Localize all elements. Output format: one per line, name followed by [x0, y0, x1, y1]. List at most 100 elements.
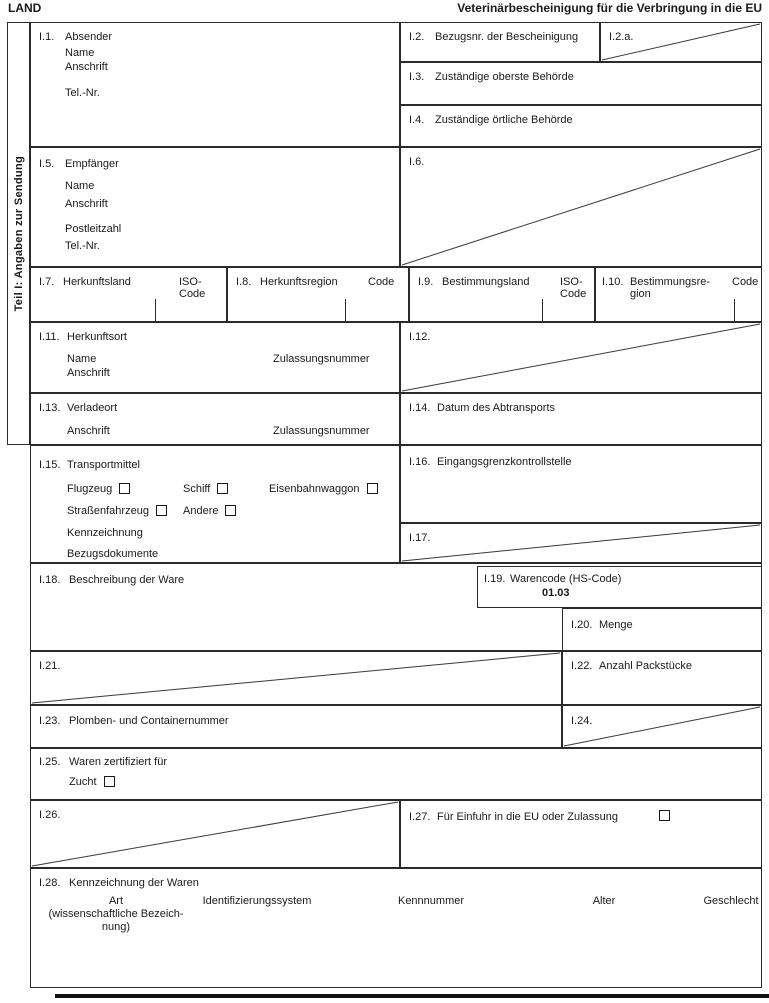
option-andere: Andere — [183, 505, 237, 517]
option-label: Eisenbahnwaggon — [269, 483, 360, 495]
field-i19-box: I.19. Warencode (HS-Code) 01.03 — [477, 566, 762, 608]
strassenfahrzeug-checkbox[interactable] — [155, 505, 167, 516]
andere-checkbox[interactable] — [225, 505, 237, 516]
field-label-line1: Bestimmungsre- — [630, 276, 711, 288]
field-label: Warencode (HS-Code) — [510, 573, 622, 585]
sidebar-strip — [7, 22, 30, 445]
field-i27-box: I.27. Für Einfuhr in die EU oder Zulassu… — [400, 800, 762, 868]
column-header-art-line1: Art — [108, 895, 124, 907]
field-label: Zuständige örtliche Behörde — [435, 114, 573, 126]
eisenbahnwaggon-checkbox[interactable] — [366, 483, 378, 494]
field-i26-box: I.26. — [30, 800, 400, 868]
field-i11-box: I.11. Herkunftsort Name Zulassungsnummer… — [30, 322, 400, 393]
field-label: Herkunftsregion — [260, 276, 338, 288]
field-number: I.4. — [409, 114, 425, 126]
sub-label-zulassungsnummer: Zulassungsnummer — [273, 353, 370, 365]
field-number: I.16. — [409, 456, 431, 468]
option-label: Straßenfahrzeug — [67, 505, 149, 517]
field-label: Absender — [65, 31, 113, 43]
field-i15-box: I.15. Transportmittel Flugzeug Schiff Ei… — [30, 445, 400, 563]
field-number: I.17. — [409, 532, 431, 544]
field-number: I.9. — [418, 276, 434, 288]
field-i20-box: I.20. Menge — [562, 608, 762, 651]
field-i16-box: I.16. Eingangsgrenzkontrollstelle — [400, 445, 762, 523]
field-label: Datum des Abtransports — [437, 402, 556, 414]
field-i13-box: I.13. Verladeort Anschrift Zulassungsnum… — [30, 393, 400, 445]
field-i8-box: I.8. Herkunftsregion Code — [227, 267, 409, 322]
code-divider — [155, 299, 156, 321]
code-label: Code — [732, 276, 759, 288]
column-header-art-line3: nung) — [101, 921, 131, 933]
field-i7-box: I.7. Herkunftsland ISO- Code — [30, 267, 227, 322]
field-label: Für Einfuhr in die EU oder Zulassung — [437, 811, 618, 823]
sub-label-tel: Tel.-Nr. — [65, 87, 100, 99]
sub-label-anschrift: Anschrift — [67, 367, 110, 379]
code-divider — [734, 299, 735, 321]
field-number: I.14. — [409, 402, 431, 414]
field-number: I.13. — [39, 402, 61, 414]
field-label: Zuständige oberste Behörde — [435, 71, 574, 83]
sub-label-anschrift: Anschrift — [65, 198, 108, 210]
field-number: I.18. — [39, 574, 61, 586]
option-schiff: Schiff — [183, 483, 229, 495]
iso-code-label-line2: Code — [560, 288, 587, 300]
page-title: Veterinärbescheinigung für die Verbringu… — [457, 1, 762, 15]
field-number: I.3. — [409, 71, 425, 83]
field-i2-box: I.2. Bezugsnr. der Bescheinigung — [400, 22, 600, 62]
part-one-label-wrap: Teil I: Angaben zur Sendung — [7, 22, 30, 445]
sub-label-kennzeichnung: Kennzeichnung — [67, 527, 143, 539]
zucht-checkbox[interactable] — [103, 776, 115, 787]
field-label: Beschreibung der Ware — [69, 574, 185, 586]
field-label: Menge — [599, 619, 633, 631]
field-label: Empfänger — [65, 158, 119, 170]
option-zucht: Zucht — [69, 776, 115, 788]
sub-label-name: Name — [67, 353, 97, 365]
field-label: Herkunftsort — [67, 331, 127, 343]
field-i23-box: I.23. Plomben- und Containernummer — [30, 705, 562, 748]
field-number: I.10. — [602, 276, 624, 288]
field-i2a-box: I.2.a. — [600, 22, 762, 62]
einfuhr-zulassung-checkbox[interactable] — [659, 810, 670, 821]
field-number: I.15. — [39, 459, 61, 471]
hs-code-value: 01.03 — [542, 587, 570, 599]
field-label: Waren zertifiziert für — [69, 756, 168, 768]
field-i1-box: I.1. Absender Name Anschrift Tel.-Nr. — [30, 22, 400, 147]
sub-label-tel: Tel.-Nr. — [65, 240, 100, 252]
field-i28-box: I.28. Kennzeichnung der Waren Art (wisse… — [30, 868, 762, 988]
field-i18-box: I.18. Beschreibung der Ware — [30, 563, 762, 651]
option-label: Schiff — [183, 483, 211, 495]
option-label: Zucht — [69, 776, 97, 788]
code-label: Code — [368, 276, 395, 288]
field-number: I.7. — [39, 276, 55, 288]
code-divider — [345, 299, 346, 321]
column-header-alter: Alter — [592, 895, 616, 907]
sub-label-anschrift: Anschrift — [65, 61, 108, 73]
field-label: Bestimmungsland — [442, 276, 530, 288]
part-one-label: Teil I: Angaben zur Sendung — [12, 155, 25, 312]
sub-label-plz: Postleitzahl — [65, 223, 122, 235]
field-number: I.20. — [571, 619, 593, 631]
field-i12-box: I.12. — [400, 322, 762, 393]
field-number: I.22. — [571, 660, 593, 672]
schiff-checkbox[interactable] — [217, 483, 229, 494]
field-number: I.27. — [409, 811, 431, 823]
column-header-art-line2: (wissenschaftliche Bezeich- — [48, 908, 184, 920]
country-heading: LAND — [8, 1, 42, 15]
field-number: I.21. — [39, 660, 61, 672]
field-number: I.25. — [39, 756, 61, 768]
field-label-line2: gion — [630, 288, 651, 300]
sub-label-name: Name — [65, 180, 95, 192]
field-label: Anzahl Packstücke — [599, 660, 692, 672]
field-label: Herkunftsland — [63, 276, 131, 288]
field-number: I.24. — [571, 715, 593, 727]
bottom-scan-line — [55, 994, 769, 998]
flugzeug-checkbox[interactable] — [119, 483, 131, 494]
sub-label-zulassungsnummer: Zulassungsnummer — [273, 425, 370, 437]
field-i24-box: I.24. — [562, 705, 762, 748]
field-i5-box: I.5. Empfänger Name Anschrift Postleitza… — [30, 147, 400, 267]
column-header-kennnummer: Kennnummer — [397, 895, 465, 907]
field-i17-box: I.17. — [400, 523, 762, 563]
field-i10-box: I.10. Bestimmungsre- gion Code — [595, 267, 762, 322]
iso-code-label-line1: ISO- — [179, 276, 202, 288]
field-number: I.11. — [39, 331, 60, 343]
